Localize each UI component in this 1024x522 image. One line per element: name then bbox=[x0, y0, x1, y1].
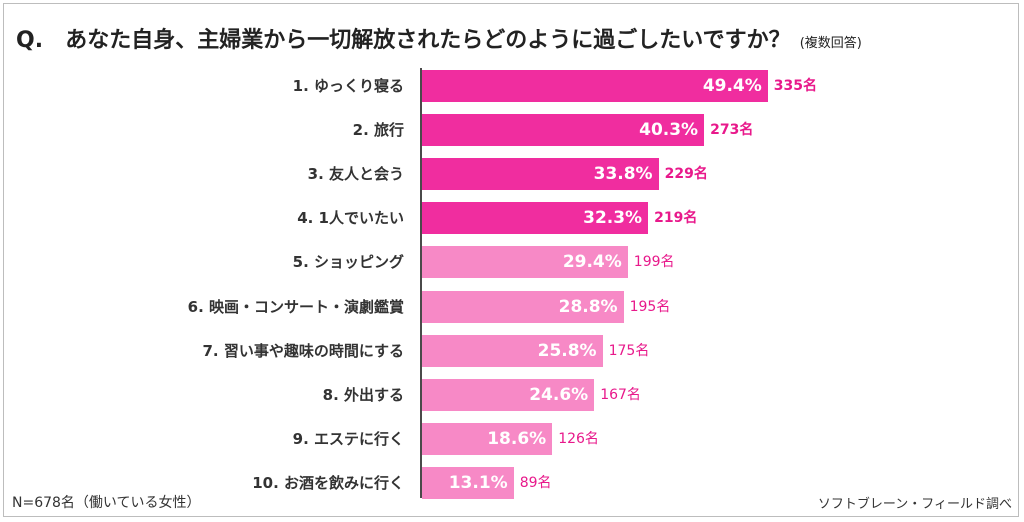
count-label: 335名 bbox=[773, 78, 818, 94]
percent-label: 49.4% bbox=[702, 76, 762, 96]
percent-label: 24.6% bbox=[529, 384, 589, 405]
bar bbox=[422, 378, 595, 411]
category-label: 8. 外出する bbox=[322, 385, 404, 404]
category-label: 9. エステに行く bbox=[292, 429, 404, 448]
count-label: 175名 bbox=[608, 342, 650, 359]
source-credit: ソフトブレーン・フィールド調べ bbox=[817, 497, 1012, 512]
count-label: 89名 bbox=[519, 474, 552, 491]
chart-frame bbox=[3, 3, 1019, 517]
chart-title: Q. あなた自身、主婦業から一切解放されたらどのように過ごしたいですか？ (複数… bbox=[16, 22, 862, 54]
bar bbox=[422, 158, 659, 191]
bar bbox=[422, 202, 649, 235]
category-label: 10. お酒を飲みに行く bbox=[252, 473, 404, 492]
percent-label: 13.1% bbox=[448, 472, 508, 493]
sample-size-note: N=678名（働いている女性） bbox=[12, 495, 201, 511]
question-text: あなた自身、主婦業から一切解放されたらどのように過ごしたいですか？ bbox=[65, 28, 791, 53]
bar bbox=[422, 114, 705, 147]
category-label: 5. ショッピング bbox=[292, 253, 404, 272]
count-label: 167名 bbox=[600, 386, 641, 403]
bar bbox=[422, 334, 603, 367]
count-label: 219名 bbox=[654, 210, 698, 227]
bar bbox=[422, 290, 624, 323]
category-label: 4. 1人でいたい bbox=[297, 209, 404, 228]
percent-label: 40.3% bbox=[639, 120, 699, 141]
category-label: 7. 習い事や趣味の時間にする bbox=[202, 341, 404, 360]
bar bbox=[422, 466, 514, 499]
bar bbox=[422, 422, 553, 455]
multiple-answer-note: (複数回答) bbox=[799, 36, 862, 51]
category-label: 2. 旅行 bbox=[352, 121, 404, 140]
question-marker: Q. bbox=[16, 28, 44, 53]
category-label: 1. ゆっくり寝る bbox=[292, 77, 404, 95]
percent-label: 33.8% bbox=[593, 164, 653, 185]
percent-label: 25.8% bbox=[537, 340, 597, 361]
count-label: 126名 bbox=[558, 430, 599, 447]
percent-label: 28.8% bbox=[558, 296, 618, 317]
percent-label: 32.3% bbox=[583, 208, 643, 229]
count-label: 229名 bbox=[664, 166, 708, 183]
bar bbox=[422, 70, 768, 102]
category-label: 3. 友人と会う bbox=[307, 165, 404, 184]
category-label: 6. 映画・コンサート・演劇鑑賞 bbox=[187, 297, 404, 316]
count-label: 273名 bbox=[710, 122, 754, 139]
percent-label: 29.4% bbox=[562, 252, 622, 273]
category-axis-line bbox=[420, 68, 422, 498]
count-label: 195名 bbox=[629, 298, 671, 315]
bar bbox=[422, 246, 628, 279]
percent-label: 18.6% bbox=[487, 428, 547, 449]
count-label: 199名 bbox=[633, 254, 675, 271]
